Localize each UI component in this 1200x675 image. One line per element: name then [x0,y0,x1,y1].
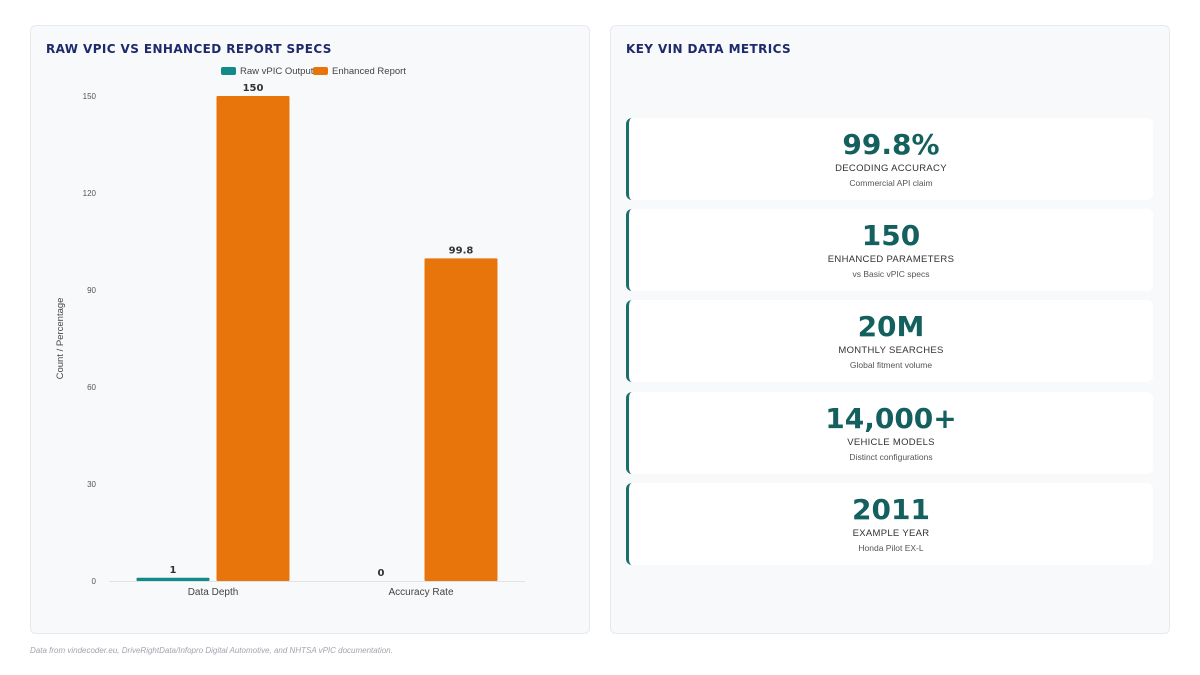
metrics-panel-title: KEY VIN DATA METRICS [626,42,792,56]
data-label: 0 [378,568,385,579]
metric-label: VEHICLE MODELS [847,437,935,448]
metric-label: DECODING ACCURACY [835,163,947,174]
metric-card-searches: 20M MONTHLY SEARCHES Global fitment volu… [626,300,1153,382]
metric-subtext: Honda Pilot EX-L [858,543,924,553]
bar-chart: 0 30 60 90 120 150 Count / Percentage 1 150 Data … [55,66,525,598]
y-axis-label: Count / Percentage [55,298,66,380]
x-category-label: Accuracy Rate [388,587,453,598]
metric-value: 14,000+ [825,402,957,435]
metric-card-accuracy: 99.8% DECODING ACCURACY Commercial API c… [626,118,1153,200]
legend-label: Enhanced Report [332,66,406,77]
data-label: 1 [170,565,177,576]
metric-subtext: Commercial API claim [849,178,933,188]
metric-label: EXAMPLE YEAR [852,528,930,539]
metric-value: 2011 [852,493,930,526]
chart-panel: RAW VPIC VS ENHANCED REPORT SPECS 0 30 60 9… [30,25,590,634]
data-label: 99.8 [449,245,474,256]
metric-label: MONTHLY SEARCHES [838,345,944,356]
legend-label: Raw vPIC Output [240,66,314,77]
legend-swatch [313,67,328,75]
y-tick-label: 0 [92,577,97,586]
metric-value: 150 [861,219,921,252]
bar-raw [136,577,210,581]
y-tick-label: 30 [87,480,96,489]
metric-card-year: 2011 EXAMPLE YEAR Honda Pilot EX-L [626,483,1153,565]
bar-enhanced [424,258,498,581]
metric-subtext: Distinct configurations [849,452,933,462]
data-label: 150 [243,83,264,94]
y-tick-label: 120 [83,189,97,198]
metrics-panel: KEY VIN DATA METRICS 99.8% DECODING ACCU… [610,25,1170,634]
y-tick-label: 150 [83,92,97,101]
chart-panel-title: RAW VPIC VS ENHANCED REPORT SPECS [46,42,332,56]
metric-value: 99.8% [842,128,940,161]
y-tick-label: 60 [87,383,96,392]
metric-value: 20M [857,310,925,343]
bar-enhanced [216,96,290,581]
metric-subtext: Global fitment volume [849,360,933,370]
x-category-label: Data Depth [188,587,239,598]
metric-subtext: vs Basic vPIC specs [852,269,930,279]
metric-card-parameters: 150 ENHANCED PARAMETERS vs Basic vPIC sp… [626,209,1153,291]
metric-label: ENHANCED PARAMETERS [827,254,955,265]
legend-swatch [221,67,236,75]
source-footnote: Data from vindecoder.eu, DriveRightData/… [30,646,393,655]
metric-card-models: 14,000+ VEHICLE MODELS Distinct configur… [626,392,1153,474]
y-tick-label: 90 [87,286,96,295]
